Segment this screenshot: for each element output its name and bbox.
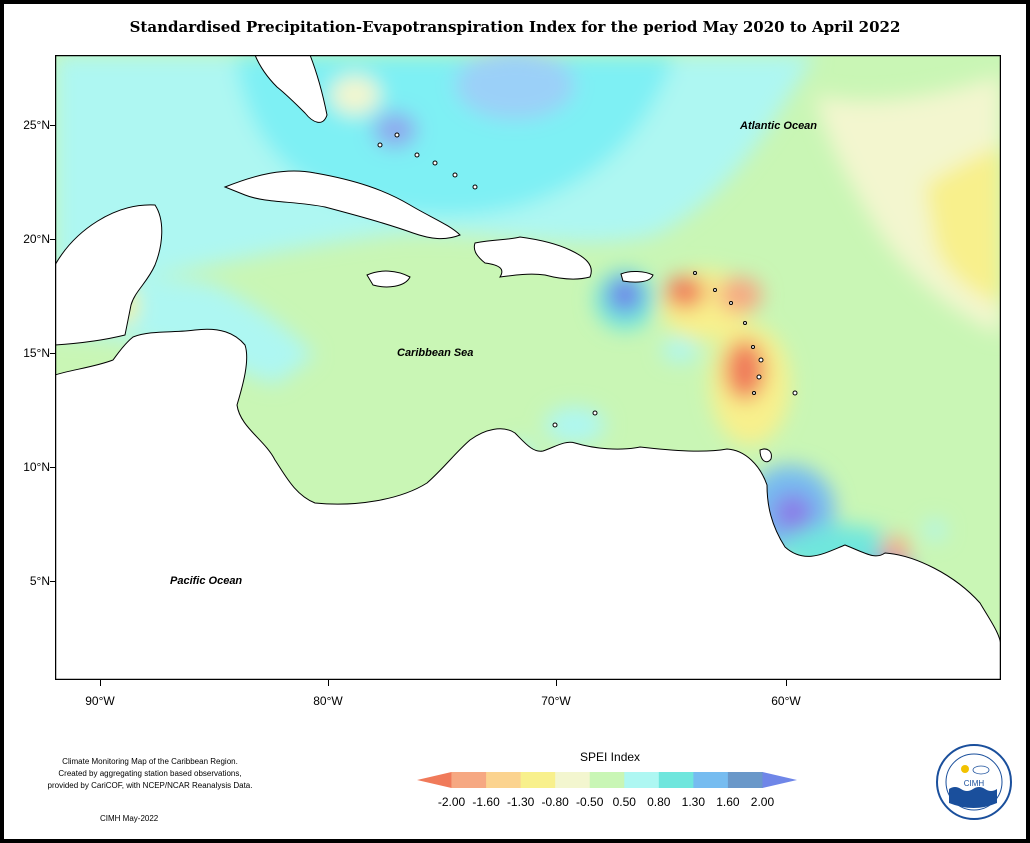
cuba-outline bbox=[223, 170, 461, 240]
lon-tickmark bbox=[328, 680, 329, 686]
sun-icon bbox=[961, 765, 969, 773]
hispaniola-outline bbox=[473, 236, 592, 280]
lat-tick-20n: 20°N bbox=[23, 232, 50, 246]
island-specks bbox=[377, 132, 798, 428]
legend-tick-label: 0.50 bbox=[612, 795, 636, 809]
lon-tickmark bbox=[786, 680, 787, 686]
lon-tick-90w: 90°W bbox=[85, 694, 115, 708]
credit: CIMH May-2022 bbox=[100, 814, 159, 823]
cimh-logo: CIMH bbox=[936, 744, 1012, 820]
legend-swatch bbox=[762, 772, 797, 788]
legend-tick-label: -0.80 bbox=[541, 795, 569, 809]
yucatan-outline bbox=[55, 204, 163, 346]
puerto-rico-outline bbox=[620, 271, 654, 283]
legend-swatch bbox=[658, 772, 694, 788]
lat-tick-15n: 15°N bbox=[23, 346, 50, 360]
legend-tick-label: -2.00 bbox=[437, 795, 466, 809]
label-pacific-ocean: Pacific Ocean bbox=[170, 575, 243, 587]
legend-swatch bbox=[589, 772, 625, 788]
logo-text: CIMH bbox=[964, 779, 985, 788]
legend-swatch bbox=[451, 772, 487, 788]
legend-tick-label: -1.30 bbox=[506, 795, 535, 809]
spei-map bbox=[55, 55, 1001, 680]
legend-tick-label: 1.60 bbox=[716, 795, 740, 809]
legend-swatch bbox=[520, 772, 556, 788]
footnote: Climate Monitoring Map of the Caribbean … bbox=[30, 756, 270, 792]
lat-tickmark bbox=[50, 353, 55, 354]
footnote-line: Climate Monitoring Map of the Caribbean … bbox=[62, 757, 238, 766]
lat-tickmark bbox=[50, 467, 55, 468]
legend-swatch bbox=[727, 772, 763, 788]
florida-outline bbox=[254, 55, 328, 123]
waves-icon bbox=[949, 787, 997, 808]
footnote-line: provided by CariCOF, with NCEP/NCAR Rean… bbox=[47, 781, 253, 790]
lon-tickmark bbox=[100, 680, 101, 686]
trinidad-outline bbox=[759, 448, 772, 463]
footnote-line: Created by aggregating station based obs… bbox=[58, 769, 242, 778]
lat-tickmark bbox=[50, 239, 55, 240]
legend-tick-label: -0.50 bbox=[576, 795, 604, 809]
legend-swatch bbox=[486, 772, 522, 788]
legend-swatch bbox=[555, 772, 591, 788]
legend-title: SPEI Index bbox=[580, 750, 641, 764]
label-atlantic-ocean: Atlantic Ocean bbox=[740, 120, 818, 132]
legend-swatch bbox=[624, 772, 660, 788]
lon-tick-80w: 80°W bbox=[313, 694, 343, 708]
lat-tick-25n: 25°N bbox=[23, 118, 50, 132]
lat-tickmark bbox=[50, 581, 55, 582]
lat-tickmark bbox=[50, 125, 55, 126]
land-mask bbox=[55, 55, 1001, 680]
central-america-outline bbox=[55, 328, 1001, 680]
lon-tick-60w: 60°W bbox=[771, 694, 801, 708]
label-caribbean-sea: Caribbean Sea bbox=[397, 347, 474, 359]
legend-tick-label: 0.80 bbox=[647, 795, 671, 809]
lon-tickmark bbox=[556, 680, 557, 686]
lon-tick-70w: 70°W bbox=[541, 694, 571, 708]
cloud-icon bbox=[972, 765, 990, 775]
legend-swatch bbox=[417, 772, 452, 788]
jamaica-outline bbox=[366, 270, 411, 288]
map-title: Standardised Precipitation-Evapotranspir… bbox=[129, 18, 901, 36]
legend-tick-label: -1.60 bbox=[472, 795, 500, 809]
legend-colorbar bbox=[417, 772, 797, 788]
legend-tick-label: 1.30 bbox=[681, 795, 706, 809]
legend-swatch bbox=[693, 772, 729, 788]
legend-tick-label: 2.00 bbox=[750, 795, 775, 809]
lat-tick-5n: 5°N bbox=[29, 574, 50, 588]
lat-tick-10n: 10°N bbox=[23, 460, 50, 474]
